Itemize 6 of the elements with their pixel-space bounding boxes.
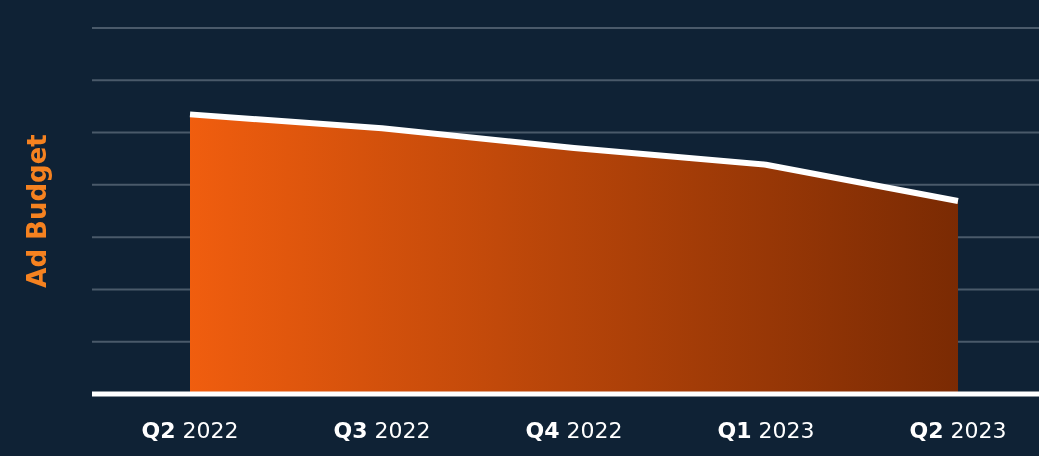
x-tick-label: Q2 2023 — [909, 418, 1007, 443]
x-tick-label: Q2 2022 — [141, 418, 239, 443]
y-axis-title: Ad Budget — [22, 134, 52, 288]
x-tick-label: Q4 2022 — [525, 418, 623, 443]
x-tick-label: Q1 2023 — [717, 418, 815, 443]
x-tick-label: Q3 2022 — [333, 418, 431, 443]
